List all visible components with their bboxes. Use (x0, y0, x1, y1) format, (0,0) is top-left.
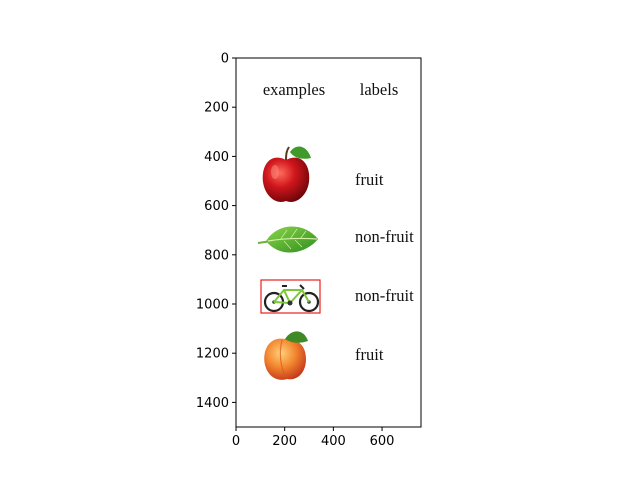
x-axis: 0 200 400 600 (232, 427, 395, 449)
row-label-leaf: non-fruit (355, 227, 414, 246)
red-apple-icon (262, 146, 311, 202)
y-tick-label: 400 (204, 150, 229, 165)
examples-header: examples (263, 80, 325, 99)
row-label-bicycle: non-fruit (355, 286, 414, 305)
y-tick-label: 200 (204, 101, 229, 116)
y-tick-label: 1400 (196, 396, 229, 411)
row-label-peach: fruit (355, 345, 384, 364)
peach-icon (264, 331, 308, 380)
y-tick-label: 1200 (196, 347, 229, 362)
x-tick-label: 200 (272, 434, 297, 449)
y-tick-label: 0 (221, 52, 229, 67)
y-tick-label: 800 (204, 248, 229, 263)
labels-header: labels (360, 80, 399, 99)
axes-frame (235, 57, 422, 428)
x-tick-label: 0 (232, 434, 240, 449)
highlight-box (260, 279, 321, 314)
y-tick-label: 1000 (196, 298, 229, 313)
row-label-apple: fruit (355, 170, 384, 189)
x-tick-label: 600 (370, 434, 395, 449)
bicycle-icon (263, 284, 320, 313)
y-axis: 0 200 400 600 800 1000 1200 1400 (196, 52, 236, 411)
y-tick-label: 600 (204, 199, 229, 214)
green-leaf-icon (257, 226, 318, 253)
x-tick-label: 400 (321, 434, 346, 449)
